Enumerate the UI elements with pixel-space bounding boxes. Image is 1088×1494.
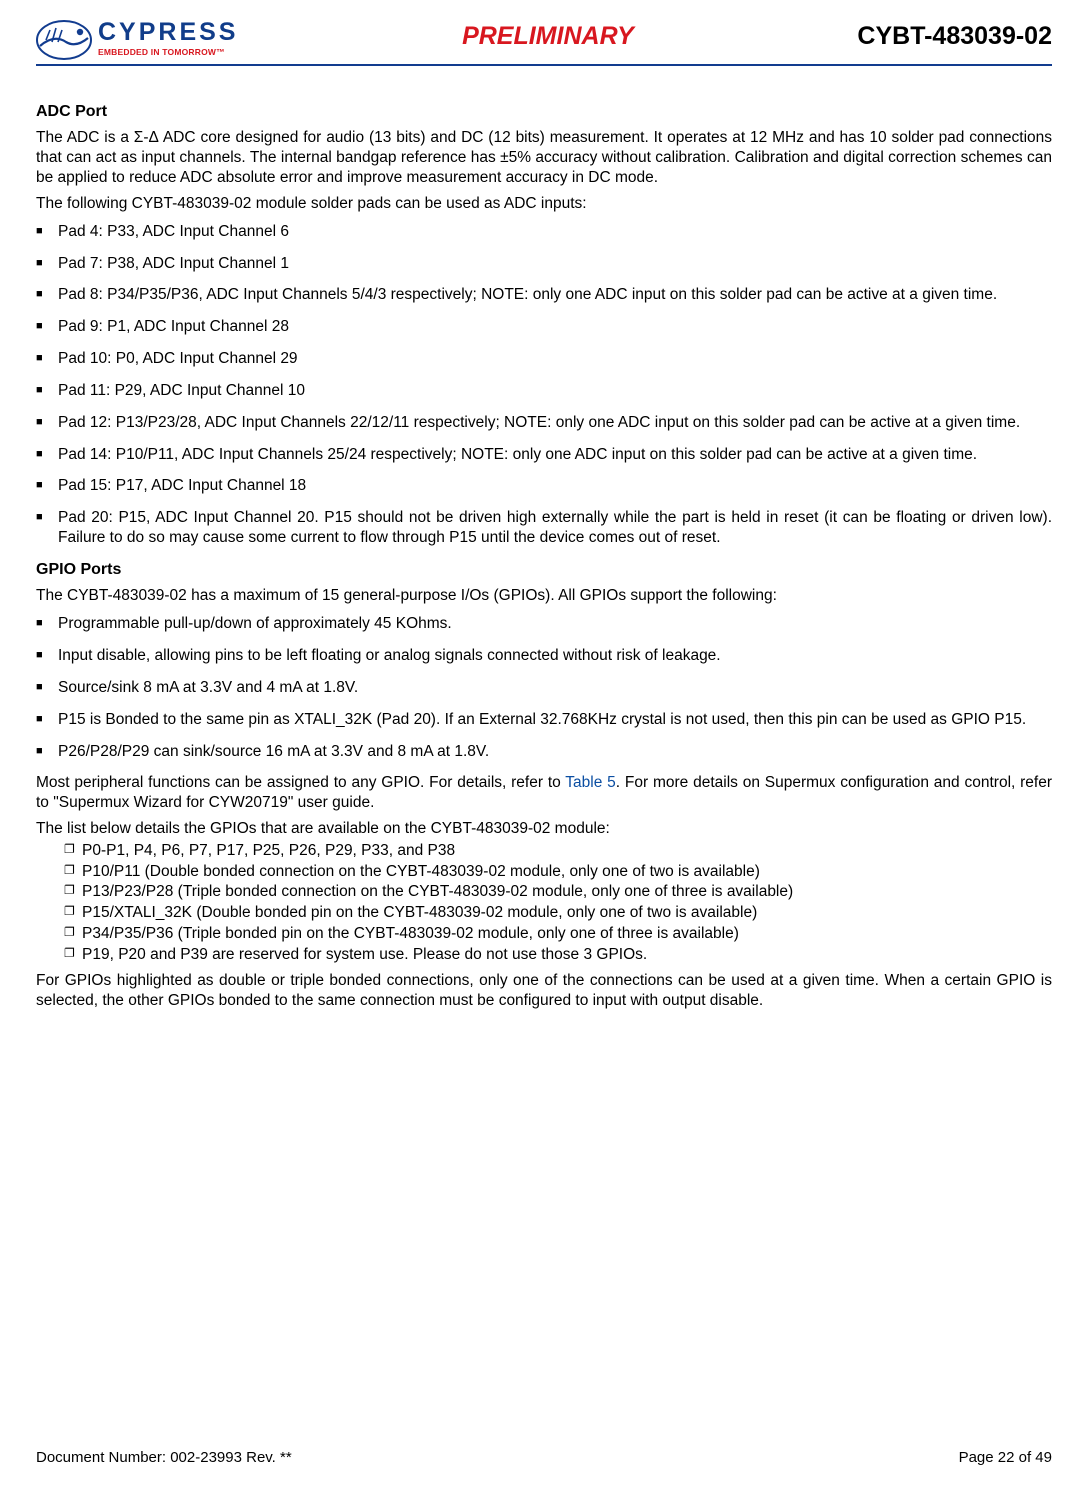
list-item: P15/XTALI_32K (Double bonded pin on the … [64,903,1052,923]
adc-para1: The ADC is a Σ-Δ ADC core designed for a… [36,128,1052,187]
page: CYPRESS EMBEDDED IN TOMORROW™ PRELIMINAR… [0,0,1088,1494]
list-item: P19, P20 and P39 are reserved for system… [64,945,1052,965]
adc-title: ADC Port [36,102,1052,122]
logo-word: CYPRESS [98,20,238,45]
cypress-logo-icon [36,20,92,60]
list-item: Pad 15: P17, ADC Input Channel 18 [36,476,1052,496]
gpio-title: GPIO Ports [36,560,1052,580]
list-item: P34/P35/P36 (Triple bonded pin on the CY… [64,924,1052,944]
list-item: Pad 8: P34/P35/P36, ADC Input Channels 5… [36,285,1052,305]
footer-doc-number: Document Number: 002-23993 Rev. ** [36,1449,292,1466]
list-item: Pad 7: P38, ADC Input Channel 1 [36,254,1052,274]
header-part-number: CYBT-483039-02 [857,22,1052,51]
list-item: Pad 20: P15, ADC Input Channel 20. P15 s… [36,508,1052,548]
list-item: P0-P1, P4, P6, P7, P17, P25, P26, P29, P… [64,841,1052,861]
header-center-text: PRELIMINARY [462,22,634,51]
logo-block: CYPRESS EMBEDDED IN TOMORROW™ [36,20,238,60]
list-item: Pad 4: P33, ADC Input Channel 6 [36,222,1052,242]
header-rule [36,64,1052,66]
gpio-para2: Most peripheral functions can be assigne… [36,773,1052,813]
gpio-para3: The list below details the GPIOs that ar… [36,819,1052,839]
footer-page-number: Page 22 of 49 [959,1449,1052,1466]
list-item: P26/P28/P29 can sink/source 16 mA at 3.3… [36,742,1052,762]
gpio-para1: The CYBT-483039-02 has a maximum of 15 g… [36,586,1052,606]
page-footer: Document Number: 002-23993 Rev. ** Page … [36,1449,1052,1466]
adc-list: Pad 4: P33, ADC Input Channel 6 Pad 7: P… [36,222,1052,548]
content-body: ADC Port The ADC is a Σ-Δ ADC core desig… [36,102,1052,1449]
list-item: Pad 10: P0, ADC Input Channel 29 [36,349,1052,369]
list-item: Programmable pull-up/down of approximate… [36,614,1052,634]
list-item: Pad 12: P13/P23/28, ADC Input Channels 2… [36,413,1052,433]
logo-text: CYPRESS EMBEDDED IN TOMORROW™ [98,20,238,57]
list-item: Source/sink 8 mA at 3.3V and 4 mA at 1.8… [36,678,1052,698]
list-item: Pad 9: P1, ADC Input Channel 28 [36,317,1052,337]
gpio-list: Programmable pull-up/down of approximate… [36,614,1052,761]
logo-tagline: EMBEDDED IN TOMORROW™ [98,47,238,57]
adc-para2: The following CYBT-483039-02 module sold… [36,194,1052,214]
list-item: P10/P11 (Double bonded connection on the… [64,862,1052,882]
list-item: Input disable, allowing pins to be left … [36,646,1052,666]
gpio-sublist: P0-P1, P4, P6, P7, P17, P25, P26, P29, P… [64,841,1052,965]
list-item: P13/P23/P28 (Triple bonded connection on… [64,882,1052,902]
list-item: P15 is Bonded to the same pin as XTALI_3… [36,710,1052,730]
table-5-link[interactable]: Table 5 [565,774,616,791]
gpio-para2-pre: Most peripheral functions can be assigne… [36,774,565,791]
list-item: Pad 14: P10/P11, ADC Input Channels 25/2… [36,445,1052,465]
list-item: Pad 11: P29, ADC Input Channel 10 [36,381,1052,401]
page-header: CYPRESS EMBEDDED IN TOMORROW™ PRELIMINAR… [36,20,1052,60]
gpio-para4: For GPIOs highlighted as double or tripl… [36,971,1052,1011]
